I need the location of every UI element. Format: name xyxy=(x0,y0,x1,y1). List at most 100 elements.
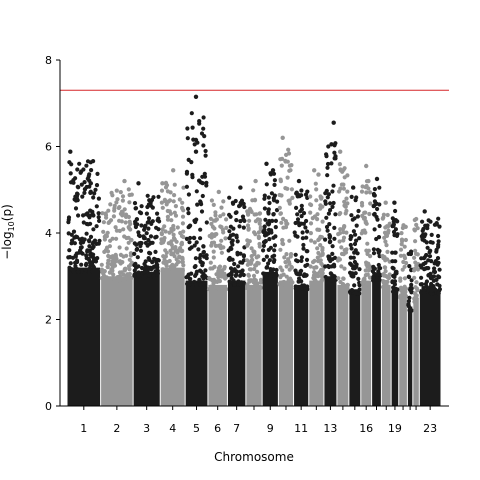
snp-point xyxy=(124,246,129,251)
snp-point xyxy=(235,252,240,257)
snp-point xyxy=(84,256,89,261)
chromosome-15-points xyxy=(347,194,362,406)
top-snp-point xyxy=(351,185,356,190)
snp-point xyxy=(156,194,161,199)
snp-point xyxy=(378,266,383,271)
snp-point xyxy=(88,234,94,239)
snp-point xyxy=(192,264,197,270)
snp-point xyxy=(159,200,164,205)
snp-point xyxy=(385,212,390,218)
snp-point xyxy=(113,225,118,230)
snp-point xyxy=(427,254,433,259)
snp-point xyxy=(218,243,223,248)
snp-point xyxy=(290,280,295,285)
snp-point xyxy=(326,144,331,149)
x-axis-label: Chromosome xyxy=(214,450,294,464)
snp-point xyxy=(256,235,261,241)
snp-point xyxy=(165,208,170,214)
snp-point xyxy=(407,295,412,300)
snp-point xyxy=(254,255,259,260)
snp-point xyxy=(330,189,335,194)
snp-point xyxy=(184,169,190,174)
snp-point xyxy=(299,193,304,198)
snp-point xyxy=(220,273,225,278)
snp-point xyxy=(141,236,147,241)
snp-point xyxy=(437,224,442,229)
snp-point xyxy=(375,206,380,212)
snp-point xyxy=(245,282,250,287)
x-tick-label: 5 xyxy=(193,422,200,435)
snp-point xyxy=(284,274,289,279)
snp-point xyxy=(107,219,112,225)
snp-point xyxy=(87,172,92,177)
snp-point xyxy=(92,238,98,243)
snp-point xyxy=(175,225,180,230)
snp-point xyxy=(328,239,333,244)
snp-point xyxy=(315,217,320,222)
snp-point xyxy=(407,264,412,269)
snp-point xyxy=(137,210,142,215)
snp-point xyxy=(202,254,207,259)
snp-point xyxy=(214,217,219,222)
snp-point xyxy=(262,196,267,201)
snp-point xyxy=(88,160,93,165)
snp-point xyxy=(349,288,355,293)
snp-point xyxy=(290,195,295,200)
snp-point xyxy=(99,262,104,267)
snp-point xyxy=(116,278,121,283)
snp-point xyxy=(385,257,390,262)
snp-point xyxy=(339,251,345,256)
snp-point xyxy=(167,258,172,264)
snp-point xyxy=(82,180,87,185)
snp-point xyxy=(180,200,185,205)
snp-point xyxy=(435,256,441,261)
snp-point xyxy=(364,190,369,195)
snp-point xyxy=(393,208,398,214)
snp-point xyxy=(330,244,335,249)
chromosome-4-dense-points xyxy=(160,267,185,406)
snp-point xyxy=(223,236,228,241)
snp-point xyxy=(267,258,272,263)
snp-point xyxy=(162,235,167,241)
snp-point xyxy=(338,186,343,191)
snp-point xyxy=(399,231,404,236)
snp-point xyxy=(230,242,235,247)
snp-point xyxy=(368,201,373,206)
snp-point xyxy=(402,276,407,281)
chromosome-1-dense-points xyxy=(67,267,101,406)
snp-point xyxy=(192,142,197,147)
x-tick-label: 9 xyxy=(267,422,274,435)
snp-point xyxy=(312,265,317,270)
snp-point xyxy=(135,255,140,260)
snp-point xyxy=(71,229,77,234)
chromosome-9-dense-points xyxy=(262,271,278,406)
snp-point xyxy=(139,223,144,228)
snp-point xyxy=(128,251,133,256)
snp-point xyxy=(287,201,292,206)
snp-point xyxy=(198,282,203,287)
snp-point xyxy=(270,218,275,223)
snp-point xyxy=(342,166,347,171)
x-tick-label: 11 xyxy=(294,422,308,435)
snp-point xyxy=(278,247,283,252)
snp-point xyxy=(437,283,442,288)
snp-point xyxy=(209,198,214,203)
snp-point xyxy=(390,250,395,255)
snp-point xyxy=(126,187,131,192)
snp-point xyxy=(341,235,347,240)
top-snp-point xyxy=(88,181,94,186)
snp-point xyxy=(154,225,159,230)
snp-point xyxy=(356,208,361,214)
snp-point xyxy=(220,227,225,232)
snp-point xyxy=(120,210,125,215)
snp-point xyxy=(402,244,407,249)
snp-point xyxy=(95,256,100,261)
snp-point xyxy=(228,266,234,271)
snp-point xyxy=(436,291,441,296)
snp-point xyxy=(221,212,226,217)
y-axis-label-subscript: 10 xyxy=(7,221,16,231)
snp-point xyxy=(327,233,332,238)
snp-point xyxy=(393,250,398,255)
snp-point xyxy=(249,254,254,259)
